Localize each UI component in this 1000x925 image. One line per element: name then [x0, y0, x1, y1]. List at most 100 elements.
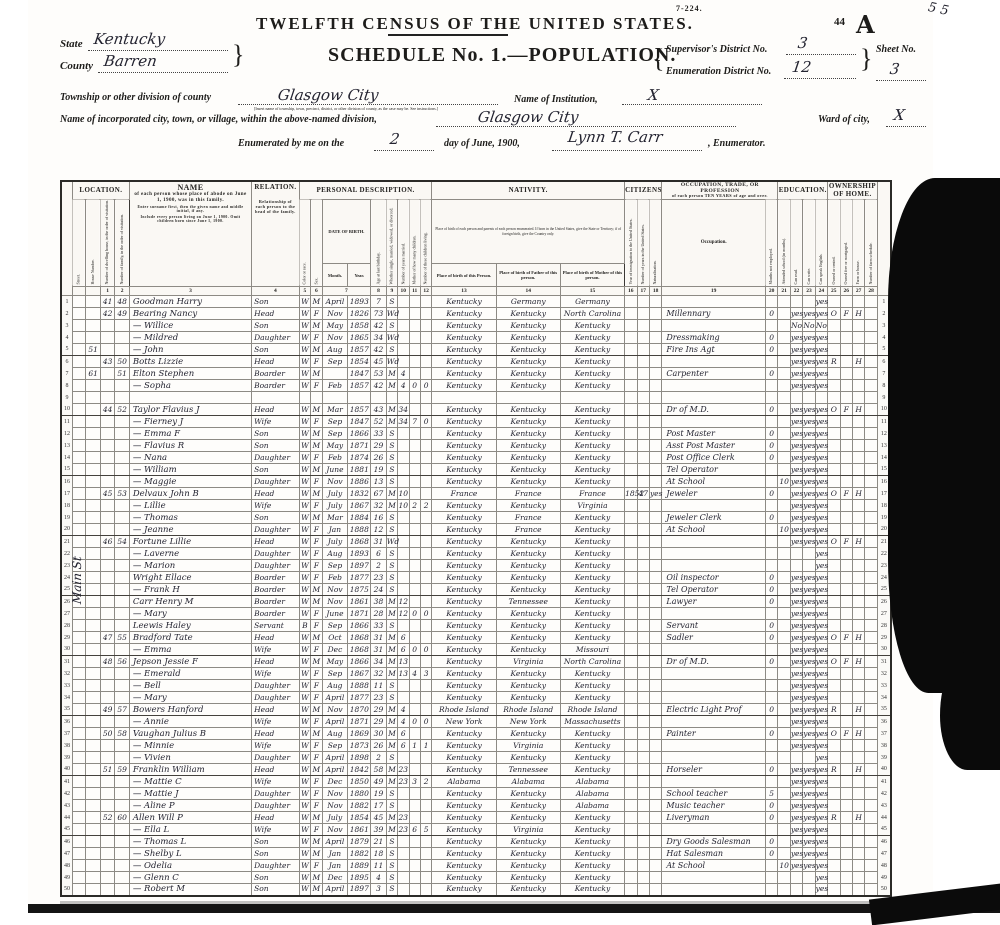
cell-farm-schedule: [864, 367, 878, 381]
line-number: 35: [876, 703, 892, 717]
cell-age: 2: [370, 751, 387, 765]
cell-birthplace: Kentucky: [431, 331, 497, 345]
line-number: 4: [60, 331, 73, 344]
cell-immigration-year: [624, 331, 638, 345]
cell-age: 31: [370, 643, 387, 657]
cell-color: W: [298, 703, 312, 717]
cell-occupation: [661, 319, 766, 333]
cell-father-birthplace: France: [495, 511, 561, 525]
township-value: Glasgow City: [276, 86, 380, 104]
cell-mortgage: [839, 583, 853, 597]
cell-children-living: 2: [419, 775, 433, 789]
cell-immigration-year: [624, 379, 638, 393]
cell-years-married: [397, 511, 410, 525]
cell-farm-house: [851, 715, 866, 729]
cell-name: Bradford Tate: [128, 631, 253, 645]
cell-english: yes: [814, 547, 829, 561]
cell-mortgage: [839, 415, 853, 429]
cell-marital: M: [385, 379, 399, 393]
cell-relation: Son: [251, 847, 300, 861]
cell-mother-birthplace: Kentucky: [559, 451, 626, 465]
cell-english: yes: [814, 631, 829, 645]
cell-years-in-us: [636, 439, 650, 453]
cell-years-married: [397, 559, 410, 573]
cell-birthplace: Kentucky: [431, 535, 497, 549]
cell-family-number: 57: [114, 703, 130, 717]
cell-father-birthplace: Kentucky: [495, 679, 561, 693]
cell-color: W: [298, 847, 312, 861]
cell-street: [71, 451, 87, 465]
cell-color: W: [298, 547, 312, 561]
cell-sex: M: [310, 319, 323, 333]
line-number: 38: [876, 739, 892, 752]
cell-dwelling-number: [99, 343, 116, 357]
cell-naturalization: [648, 523, 663, 537]
cell-mortgage: [839, 847, 853, 861]
cell-color: W: [298, 343, 312, 357]
cell-marital: M: [385, 595, 399, 609]
cell-house-number: [85, 391, 101, 405]
cell-years-married: [397, 535, 410, 549]
cell-name: — Aline P: [128, 799, 253, 813]
cell-dwelling-number: [99, 595, 116, 609]
supervisor-value: 3: [796, 34, 809, 52]
cell-marital: S: [385, 475, 399, 489]
cell-name: — Laverne: [128, 547, 253, 561]
cell-name: — Glenn C: [128, 871, 253, 885]
cell-occupation: Post Office Clerk: [661, 451, 766, 465]
group-citizenship: CITIZENSHIP.: [624, 180, 663, 200]
cell-farm-house: [851, 583, 866, 597]
cell-family-number: [114, 463, 130, 477]
cell-write: yes: [802, 511, 816, 525]
cell-marital: S: [385, 559, 399, 573]
cell-years-in-us: [636, 331, 650, 345]
cell-age: 28: [370, 607, 387, 621]
cell-years-married: [397, 847, 410, 861]
scan-artifact-right: [888, 178, 1000, 693]
cell-mortgage: [839, 523, 853, 537]
cell-read: yes: [789, 583, 804, 597]
cell-english: yes: [814, 859, 829, 873]
cell-birth-month: [321, 367, 349, 381]
cell-naturalization: [648, 379, 663, 393]
cell-children-living: [419, 811, 433, 825]
cell-years-married: [397, 871, 410, 885]
cell-color: W: [298, 571, 312, 585]
cell-immigration-year: [624, 559, 638, 573]
cell-months-unemployed: [764, 355, 779, 369]
cell-owned: [827, 739, 841, 753]
cell-months-unemployed: 0: [764, 331, 779, 345]
cell-mother-of: [408, 547, 421, 561]
cell-owned: [827, 679, 841, 693]
cell-read: yes: [789, 451, 804, 465]
cell-months-unemployed: 0: [764, 439, 779, 453]
cell-sex: F: [310, 379, 323, 393]
cell-school: [777, 691, 791, 705]
cell-naturalization: [648, 751, 663, 765]
cell-read: [789, 871, 804, 885]
line-number: 37: [876, 727, 892, 740]
cell-owned: [827, 595, 841, 609]
cell-mortgage: [839, 367, 853, 381]
line-number: 23: [60, 559, 73, 572]
cell-sex: F: [310, 643, 323, 657]
cell-years-in-us: [636, 883, 650, 897]
cell-relation: Daughter: [251, 523, 300, 537]
cell-english: yes: [814, 463, 829, 477]
cell-birth-year: 1866: [347, 619, 372, 633]
cell-marital: S: [385, 523, 399, 537]
cell-english: yes: [814, 595, 829, 609]
line-number: 32: [876, 667, 892, 680]
cell-birth-month: Mar: [321, 403, 349, 417]
cell-mother-birthplace: Kentucky: [559, 631, 626, 645]
cell-house-number: [85, 439, 101, 453]
cell-mother-birthplace: North Carolina: [559, 655, 626, 669]
cell-marital: S: [385, 583, 399, 597]
census-row: 39— Vivien Daughter W F April 1898 2 S Kentucky K…: [60, 751, 892, 765]
cell-color: W: [298, 667, 312, 681]
cell-name: — Emma: [128, 643, 253, 657]
cell-age: 18: [370, 847, 387, 861]
cell-dwelling-number: [99, 871, 116, 885]
cell-naturalization: [648, 319, 663, 333]
enumerated-pre: Enumerated by me on the: [238, 138, 345, 149]
